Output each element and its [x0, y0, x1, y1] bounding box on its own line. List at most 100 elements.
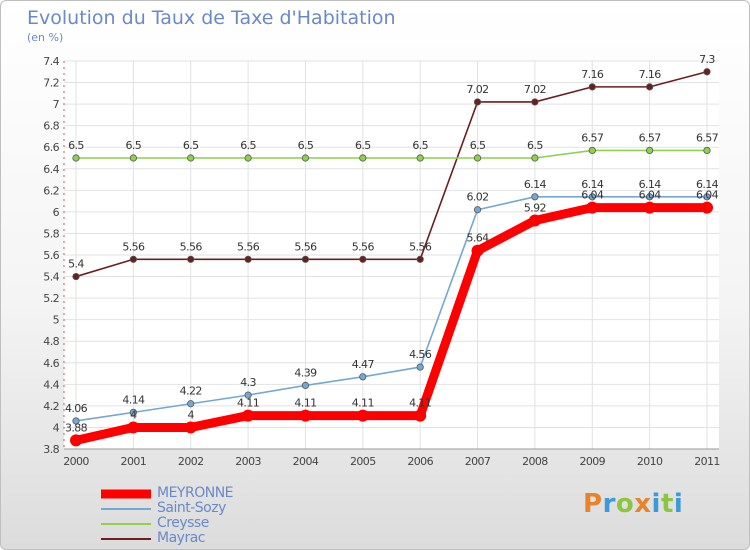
data-label: 4.56 [409, 348, 432, 361]
logo-letter: i [673, 489, 684, 519]
data-label: 4 [188, 408, 195, 421]
data-point [187, 400, 195, 408]
data-label: 5.92 [524, 202, 546, 215]
data-point [703, 68, 711, 76]
y-tick-label: 4.4 [43, 378, 59, 391]
data-point [299, 409, 312, 422]
x-tick-label: 2008 [522, 455, 548, 468]
y-tick-label: 7.2 [43, 77, 59, 90]
data-point [703, 193, 711, 201]
data-label: 5.56 [180, 240, 203, 253]
data-point [588, 83, 596, 91]
series-line-meyronne [71, 203, 712, 445]
data-label: 6.5 [527, 139, 543, 152]
data-point [473, 98, 482, 106]
data-label: 6.5 [126, 139, 142, 152]
data-label: 3.88 [65, 421, 88, 434]
data-point [416, 363, 424, 371]
data-label: 4.11 [409, 397, 431, 410]
data-point [531, 154, 539, 162]
y-tick-label: 7 [53, 98, 60, 111]
data-point [588, 193, 596, 201]
legend-label: Mayrac [157, 530, 205, 546]
data-point [184, 421, 197, 434]
chart-title: Evolution du Taux de Taxe d'Habitation [27, 7, 396, 29]
data-label: 5.4 [68, 258, 84, 271]
data-label: 6.14 [524, 178, 547, 191]
data-point [643, 201, 656, 214]
data-point [531, 193, 539, 201]
data-label: 4.47 [352, 358, 375, 371]
legend-swatch [101, 538, 151, 540]
data-label: 6.57 [581, 131, 604, 144]
data-point [701, 201, 713, 214]
y-tick-label: 4.8 [43, 335, 59, 348]
data-point [416, 255, 424, 263]
x-tick-label: 2006 [407, 455, 433, 468]
data-point [531, 98, 539, 106]
data-label: 7.02 [524, 83, 546, 96]
x-tick-label: 2005 [350, 455, 376, 468]
data-label: 5.56 [409, 240, 432, 253]
data-point [244, 255, 252, 263]
data-label: 5.56 [294, 240, 317, 253]
data-point [646, 83, 654, 91]
y-tick-label: 5.6 [43, 249, 59, 262]
y-tick-label: 4.2 [43, 400, 59, 413]
x-tick-label: 2000 [63, 455, 89, 468]
data-point [356, 409, 369, 422]
legend-label: Saint-Sozy [157, 500, 226, 516]
series-line-creysse [75, 149, 708, 159]
logo-letter: x [634, 489, 652, 519]
y-tick-label: 6.8 [43, 120, 59, 133]
data-point [416, 154, 424, 162]
data-label: 6.5 [68, 139, 84, 152]
data-point [187, 154, 195, 162]
data-label: 6.14 [639, 178, 662, 191]
y-tick-label: 7.4 [43, 55, 59, 68]
data-point [301, 255, 310, 263]
series-line-saint-sozy [75, 196, 708, 422]
y-tick-label: 6.4 [43, 163, 59, 176]
logo-letter: o [615, 489, 635, 519]
data-label: 7.02 [466, 83, 488, 96]
x-tick-label: 2010 [637, 455, 663, 468]
data-label: 6.57 [639, 131, 662, 144]
data-label: 4.11 [294, 397, 316, 410]
data-label: 6.04 [581, 189, 604, 202]
y-tick-label: 4 [53, 421, 60, 434]
x-tick-label: 2011 [694, 455, 720, 468]
data-label: 4.14 [122, 393, 145, 406]
logo-letter: i [651, 489, 661, 519]
data-point [359, 373, 367, 381]
data-label: 5.56 [352, 240, 375, 253]
data-point [244, 391, 252, 399]
data-label: 6.04 [639, 189, 662, 202]
data-point [588, 146, 596, 155]
y-tick-label: 6 [53, 206, 60, 219]
legend-label: Creysse [157, 515, 209, 531]
data-point [242, 409, 255, 422]
x-tick-label: 2009 [579, 455, 605, 468]
logo-letter: r [602, 489, 616, 519]
data-label: 6.5 [470, 139, 486, 152]
data-label: 5.64 [466, 232, 489, 245]
data-label: 6.5 [412, 139, 428, 152]
y-tick-label: 3.8 [43, 443, 59, 456]
legend-swatch [101, 523, 151, 525]
data-point [72, 417, 80, 425]
data-point [129, 255, 137, 263]
data-label: 4.39 [294, 366, 317, 379]
data-point [129, 408, 137, 416]
data-label: 6.5 [355, 139, 371, 152]
data-label: 6.02 [466, 191, 488, 204]
data-point [129, 154, 137, 162]
data-point [473, 154, 482, 162]
y-tick-label: 5.4 [43, 271, 59, 284]
data-label: 6.57 [696, 131, 719, 144]
x-tick-label: 2004 [293, 455, 319, 468]
data-point [646, 193, 654, 201]
data-point [72, 272, 80, 281]
